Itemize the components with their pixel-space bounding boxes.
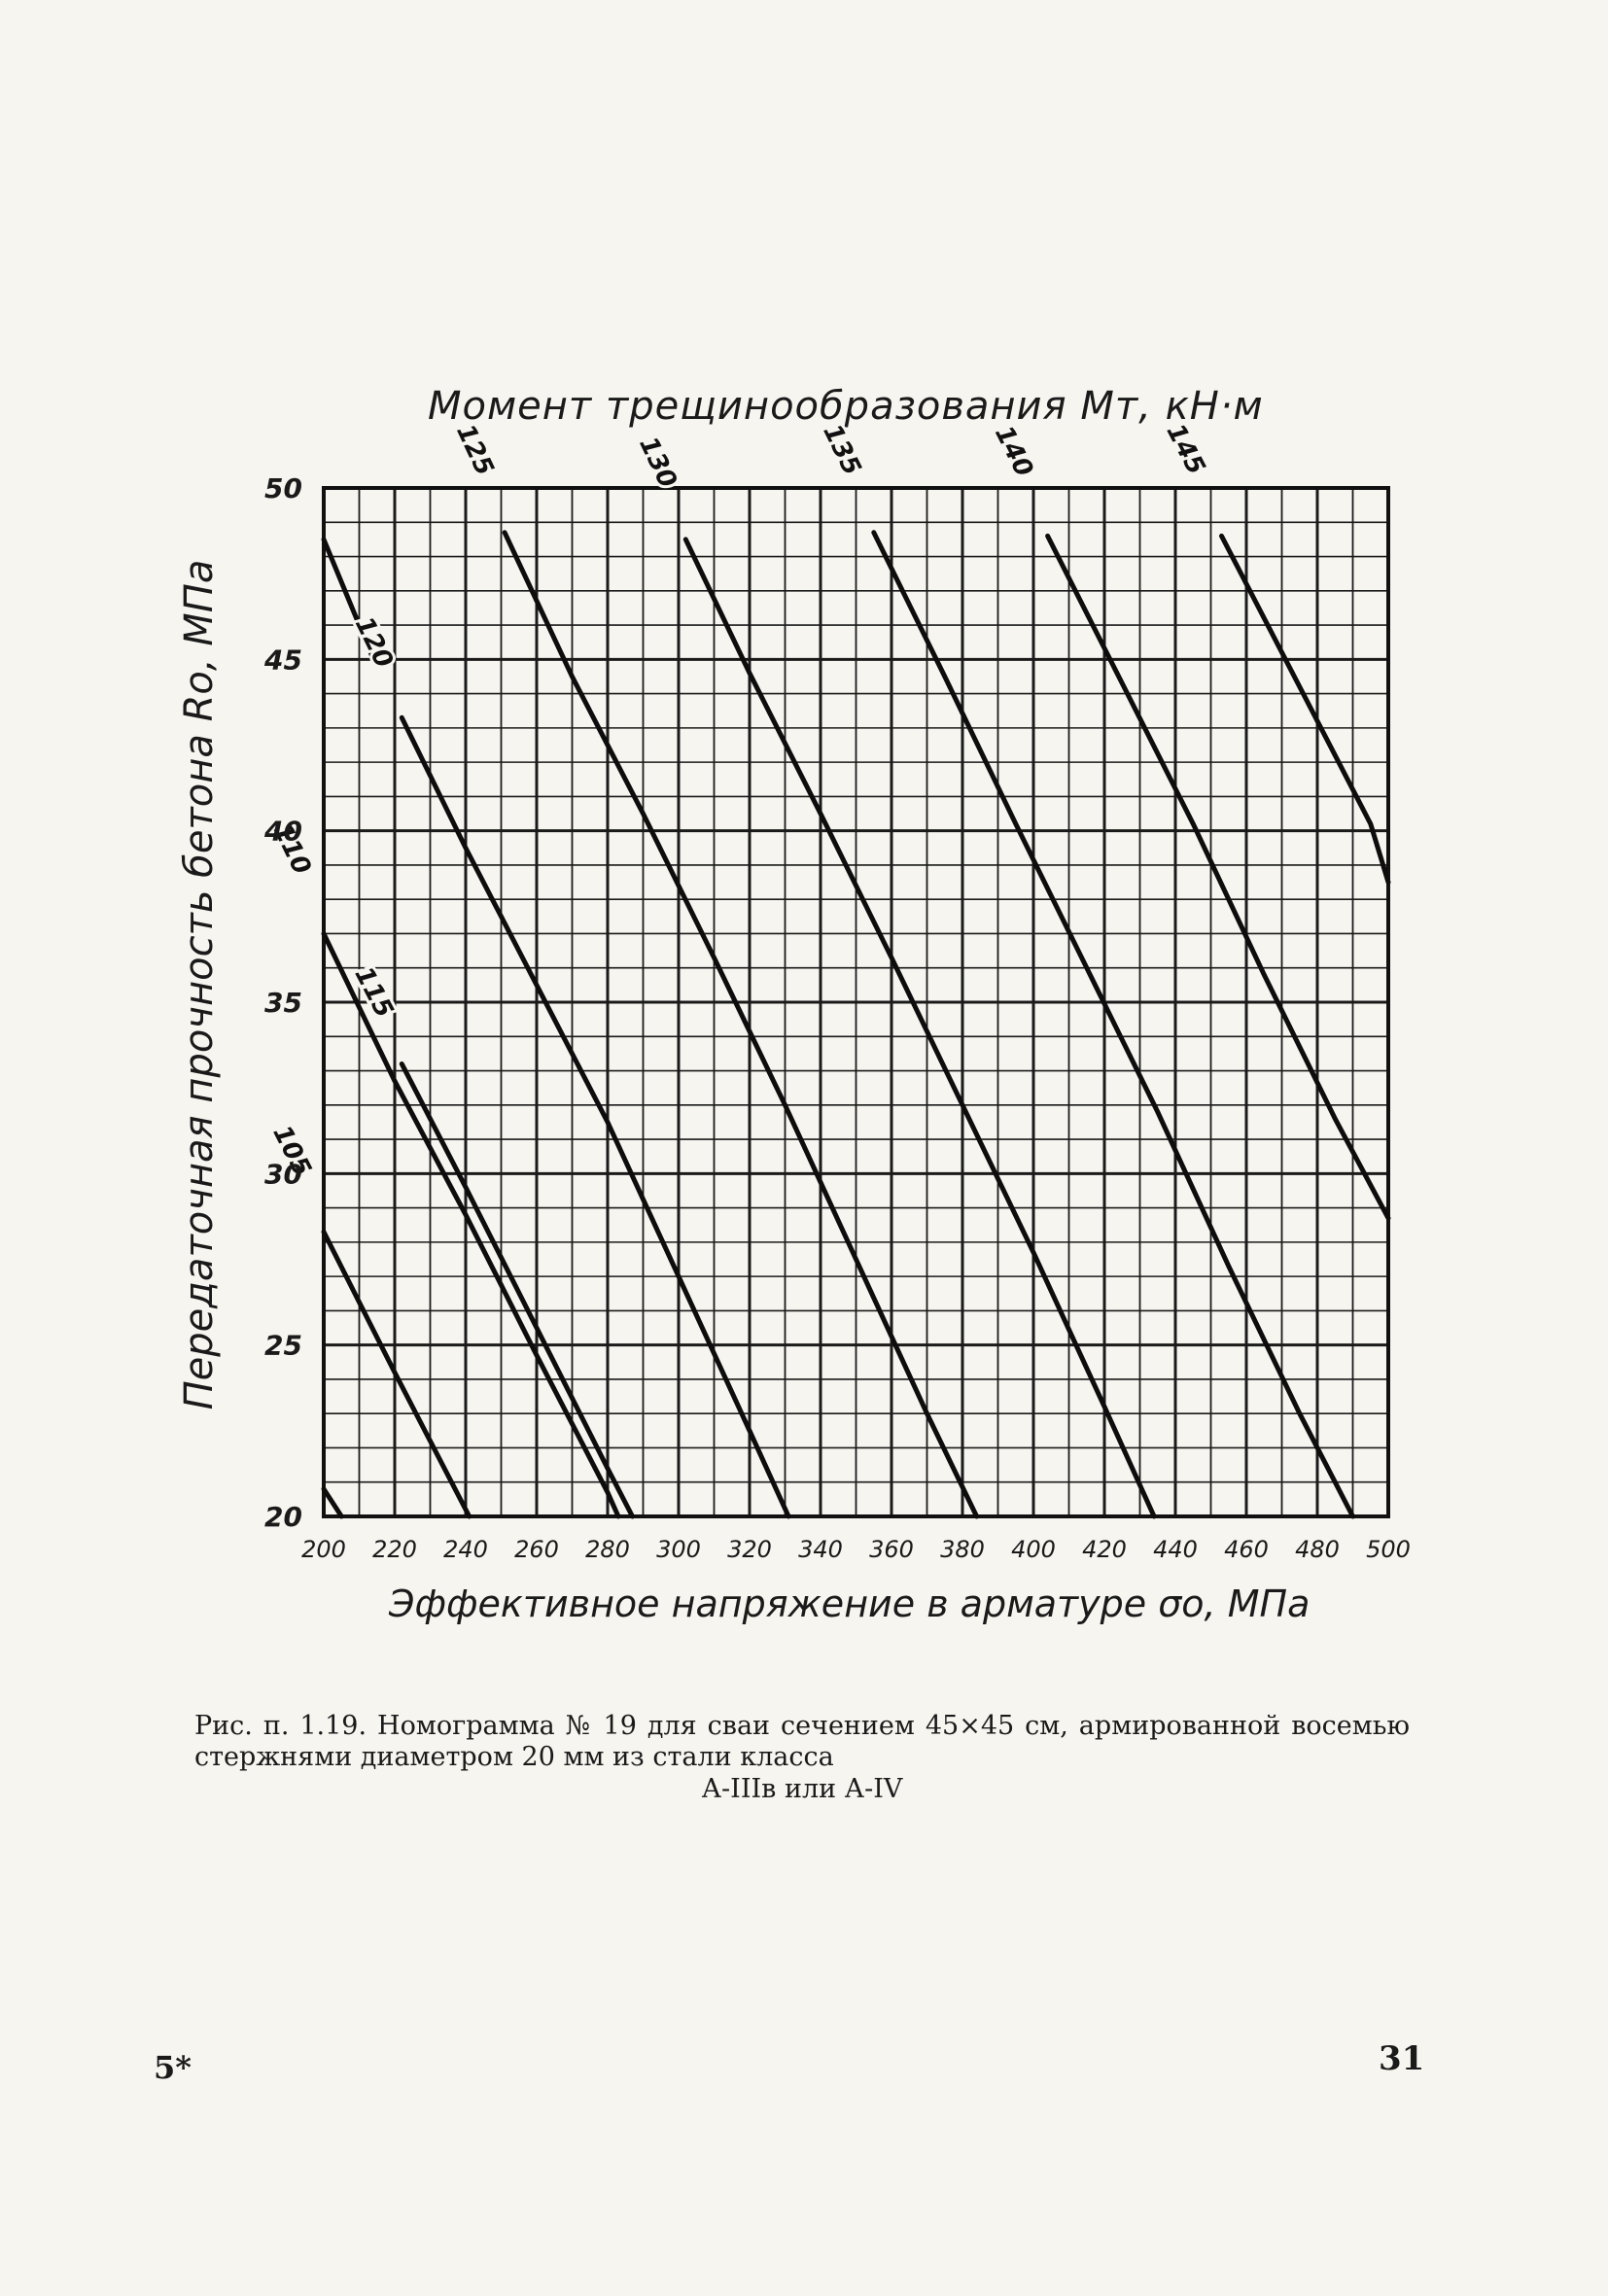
curve-140 [1045, 533, 1391, 1221]
x-tick-label: 420 [1082, 1536, 1127, 1563]
x-tick-label: 240 [443, 1536, 488, 1563]
grid [322, 486, 1390, 1518]
curve-145 [1219, 533, 1391, 886]
curve-unlabeled-0 [321, 537, 376, 662]
curve-110 [321, 931, 621, 1519]
curve-135 [871, 530, 1355, 1519]
y-tick-label: 50 [264, 472, 302, 504]
curve-label-130: 130 [633, 433, 682, 493]
x-tick-label: 400 [1011, 1536, 1056, 1563]
caption-text: Рис. п. 1.19. Номограмма № 19 для сваи с… [194, 1711, 1410, 1773]
y-tick-label: 40 [263, 816, 302, 848]
x-tick-label: 360 [869, 1536, 914, 1563]
plot-frame [322, 486, 1390, 1518]
chart-top-title: Момент трещинообразования Mт, кН·м [428, 384, 1264, 429]
x-tick-label: 320 [727, 1536, 772, 1563]
y-tick-label: 25 [264, 1330, 302, 1362]
curve-115 [399, 1061, 635, 1519]
x-tick-label: 340 [798, 1536, 843, 1563]
curve-label-115: 115 [349, 962, 400, 1023]
x-tick-label: 500 [1366, 1536, 1411, 1563]
figure-caption: Рис. п. 1.19. Номограмма № 19 для сваи с… [194, 1711, 1410, 1805]
curve-120 [399, 714, 791, 1519]
y-tick-label: 20 [264, 1501, 302, 1533]
tick-labels: 200 220 240 260 280 300 320 340 360 380 400 420 440 4… [263, 472, 1411, 1563]
x-tick-label: 200 [301, 1536, 346, 1563]
curve-label-135: 135 [817, 420, 866, 480]
x-tick-label: 480 [1295, 1536, 1340, 1563]
curves [321, 530, 1391, 1519]
caption-last-line: А-IIIв или А-IV [701, 1773, 903, 1804]
x-tick-label: 220 [372, 1536, 417, 1563]
curve-unlabeled-10 [321, 1486, 344, 1519]
x-tick-label: 280 [585, 1536, 630, 1563]
curve-label-120: 120 [349, 612, 399, 673]
y-tick-label: 35 [264, 987, 302, 1019]
x-tick-label: 460 [1224, 1536, 1269, 1563]
curve-105 [321, 1229, 472, 1519]
curve-label-145: 145 [1161, 419, 1211, 479]
x-tick-label: 260 [514, 1536, 559, 1563]
x-tick-label: 300 [656, 1536, 701, 1563]
page-signature-mark: 5* [154, 2049, 192, 2086]
curve-125 [502, 530, 980, 1519]
x-axis-title: Эффективное напряжение в арматуре σo, МП… [389, 1583, 1311, 1625]
x-tick-label: 380 [940, 1536, 985, 1563]
curve-130 [682, 537, 1157, 1519]
x-tick-label: 440 [1153, 1536, 1198, 1563]
curve-label-125: 125 [450, 420, 499, 480]
y-tick-label: 30 [264, 1158, 302, 1190]
curve-label-140: 140 [989, 421, 1038, 481]
page-number: 31 [1379, 2039, 1425, 2078]
y-tick-label: 45 [263, 644, 302, 676]
